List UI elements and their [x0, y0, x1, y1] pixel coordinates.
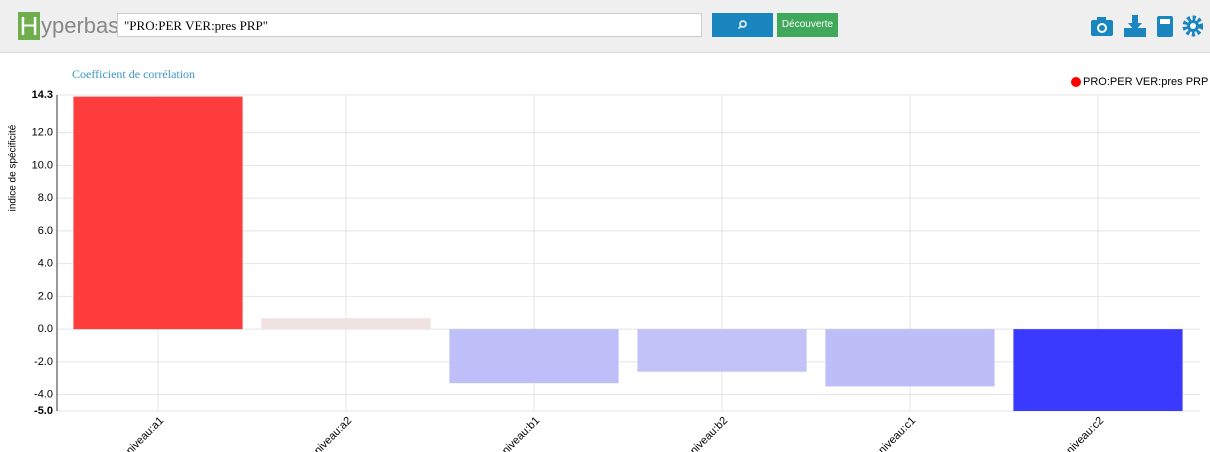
y-tick-label: 8.0 — [38, 192, 53, 204]
bar — [825, 329, 995, 387]
chart-title: Coefficient de corrélation — [72, 67, 195, 81]
x-tick-label: niveau:a1 — [124, 415, 166, 452]
bar — [1013, 329, 1183, 411]
x-tick-label: niveau:b1 — [500, 415, 542, 452]
calculator-icon[interactable] — [1157, 16, 1173, 37]
y-tick-label: 10.0 — [32, 159, 53, 171]
legend-marker — [1071, 77, 1081, 87]
y-tick-label: 4.0 — [38, 258, 53, 270]
settings-icon[interactable] — [1182, 15, 1203, 37]
search-button[interactable] — [712, 13, 773, 37]
toolbar-icons — [1091, 15, 1203, 37]
chart: Coefficient de corrélation indice de spé… — [8, 67, 1209, 452]
x-tick-label: niveau:b2 — [688, 415, 730, 452]
y-tick-label: -4.0 — [34, 389, 53, 401]
y-tick-label: 0.0 — [38, 323, 53, 335]
bar — [449, 329, 619, 384]
discover-button[interactable]: Découverte — [777, 13, 838, 37]
x-tick-label: niveau:a2 — [312, 415, 354, 452]
logo-letter: H — [18, 11, 40, 41]
legend-label: PRO:PER VER:pres PRP — [1083, 76, 1208, 88]
bar — [73, 96, 243, 330]
y-tick-label: -2.0 — [34, 356, 53, 368]
search-input[interactable]: "PRO:PER VER:pres PRP" — [117, 13, 702, 37]
download-icon[interactable] — [1124, 15, 1146, 37]
y-tick-label: 6.0 — [38, 225, 53, 237]
y-tick-label: 2.0 — [38, 290, 53, 302]
logo-text: yperbase — [41, 13, 132, 38]
x-tick-label: niveau:c2 — [1064, 415, 1106, 452]
y-axis-label: indice de spécificité — [8, 124, 19, 211]
y-tick-label: 14.3 — [32, 89, 53, 101]
camera-icon[interactable] — [1091, 17, 1113, 36]
y-tick-label: 12.0 — [32, 127, 53, 139]
bar — [261, 318, 431, 330]
search-icon — [737, 20, 747, 30]
x-tick-label: niveau:c1 — [876, 415, 918, 452]
bar — [637, 329, 807, 372]
y-tick-label: -5.0 — [34, 405, 53, 417]
